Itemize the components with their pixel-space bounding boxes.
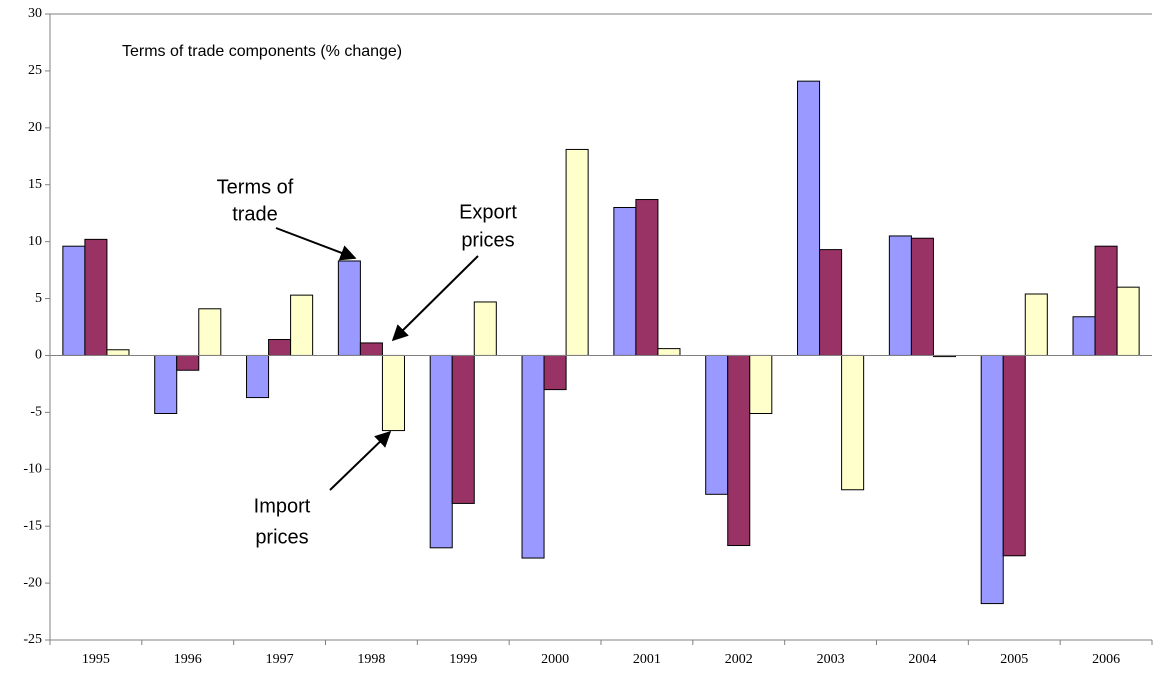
annotation: trade — [232, 203, 278, 225]
bar — [106, 349, 130, 356]
arrow — [329, 430, 392, 491]
bar — [888, 235, 912, 356]
bar — [819, 249, 843, 356]
x-tick-label: 1995 — [82, 652, 110, 667]
y-tick-label: 30 — [28, 6, 42, 21]
arrow — [391, 255, 479, 342]
bar — [910, 237, 934, 356]
bar — [705, 354, 729, 495]
annotation: prices — [461, 229, 514, 251]
bar — [451, 354, 475, 504]
y-tick-label: 0 — [35, 348, 42, 363]
x-tick-label: 2000 — [541, 652, 569, 667]
bar — [154, 354, 178, 415]
x-tick-label: 2002 — [725, 652, 753, 667]
bar — [1072, 316, 1096, 356]
x-tick-label: 1997 — [266, 652, 294, 667]
bar — [613, 206, 637, 356]
x-tick-label: 1996 — [174, 652, 202, 667]
bar — [84, 238, 108, 356]
y-tick-label: 15 — [28, 177, 42, 192]
bar — [290, 294, 314, 356]
chart-title: Terms of trade components (% change) — [122, 43, 402, 60]
x-tick-label: 1999 — [449, 652, 477, 667]
bar — [543, 354, 567, 391]
x-tick-label: 2006 — [1092, 652, 1120, 667]
y-tick-label: -25 — [23, 632, 42, 647]
bar — [1024, 293, 1048, 356]
bar — [473, 301, 497, 356]
x-tick-label: 1998 — [357, 652, 385, 667]
y-tick-label: 25 — [28, 63, 42, 78]
bar — [62, 245, 86, 356]
y-tick-label: -15 — [23, 518, 42, 533]
bar — [797, 80, 821, 356]
bar — [980, 354, 1004, 605]
annotation: Export — [459, 201, 517, 223]
bar — [246, 354, 270, 399]
y-tick-label: 20 — [28, 120, 42, 135]
arrow — [275, 227, 357, 261]
bar — [521, 354, 545, 559]
bar — [268, 339, 292, 356]
x-tick-label: 2004 — [908, 652, 936, 667]
bar — [841, 354, 865, 491]
y-tick-label: 5 — [35, 291, 42, 306]
bar — [749, 354, 773, 415]
bar — [565, 148, 589, 356]
bar — [1094, 245, 1118, 356]
bar — [727, 354, 751, 547]
bar — [337, 260, 361, 356]
bar — [657, 348, 681, 356]
bar — [1116, 286, 1140, 356]
bar — [198, 308, 222, 356]
annotation: prices — [255, 526, 308, 548]
bar — [429, 354, 453, 549]
annotation: Terms of — [217, 176, 294, 198]
x-tick-label: 2003 — [817, 652, 845, 667]
x-tick-label: 2001 — [633, 652, 661, 667]
bar — [1002, 354, 1026, 557]
y-tick-label: 10 — [28, 234, 42, 249]
bar — [176, 354, 200, 371]
bar — [359, 342, 383, 356]
annotation: Import — [254, 495, 311, 517]
y-tick-label: -20 — [23, 575, 42, 590]
bar — [635, 199, 659, 356]
y-tick-label: -5 — [30, 405, 42, 420]
x-tick-label: 2005 — [1000, 652, 1028, 667]
y-tick-label: -10 — [23, 461, 42, 476]
bar — [381, 354, 405, 432]
